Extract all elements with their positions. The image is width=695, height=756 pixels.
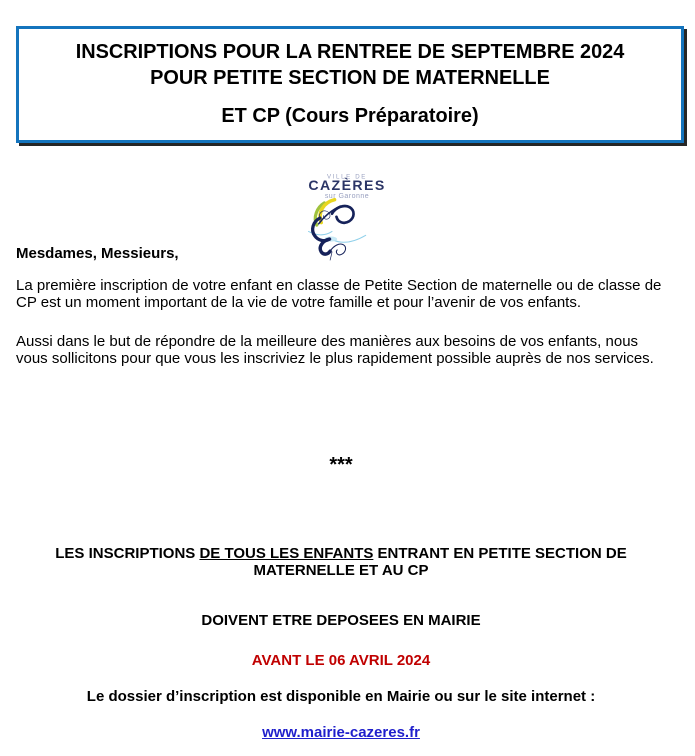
svg-text:CAZÈRES: CAZÈRES <box>308 177 385 193</box>
